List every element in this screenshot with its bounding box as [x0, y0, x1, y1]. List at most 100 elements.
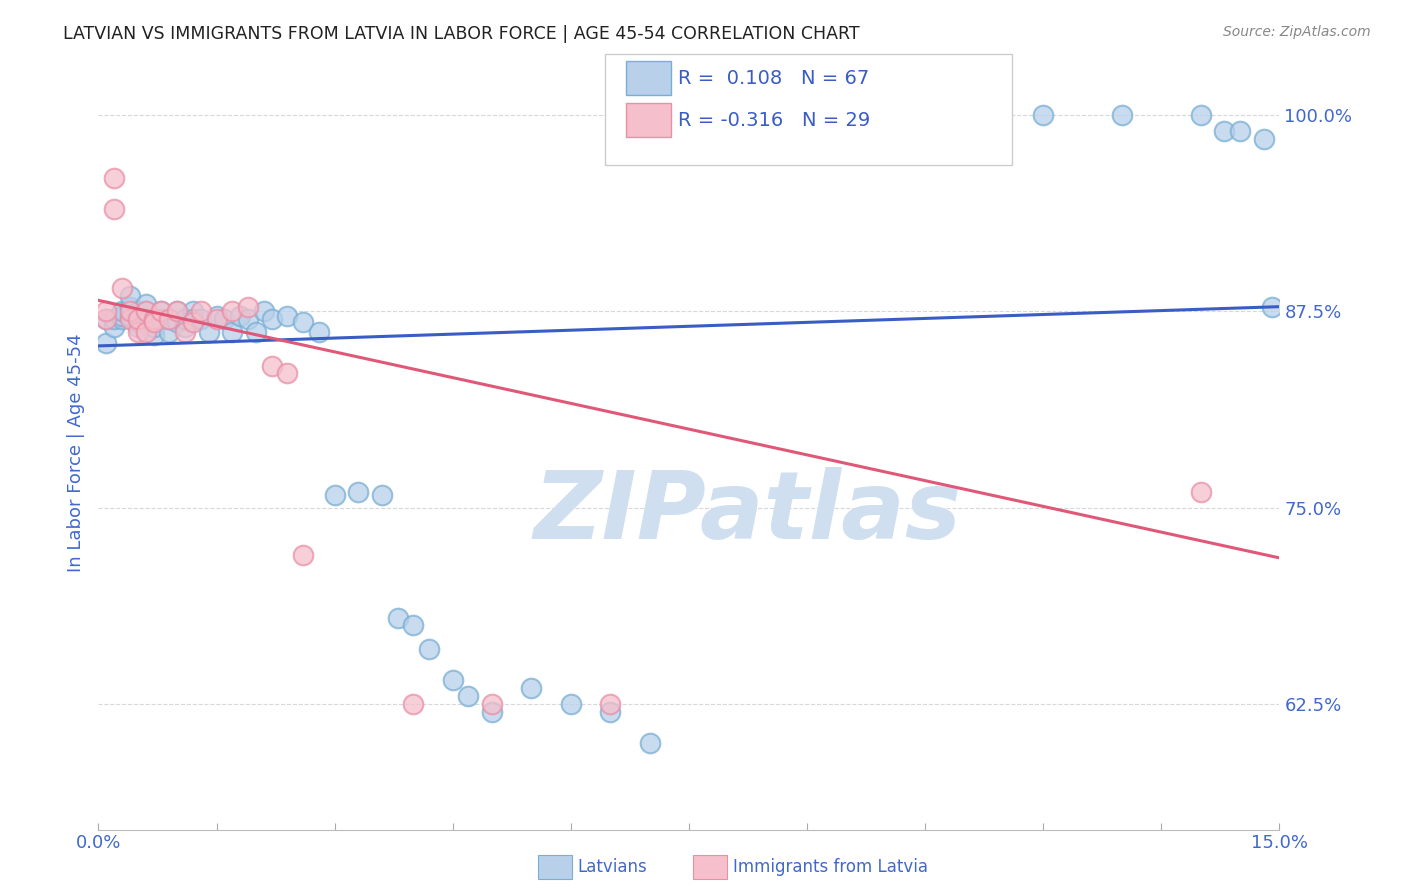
- Point: [142, 315, 165, 329]
- Point: [118, 288, 141, 302]
- Point: [181, 304, 204, 318]
- Point: [150, 304, 173, 318]
- Point: [953, 108, 976, 122]
- Point: [197, 325, 219, 339]
- Point: [236, 300, 259, 314]
- Point: [103, 202, 125, 217]
- Point: [174, 325, 197, 339]
- Text: R = -0.316   N = 29: R = -0.316 N = 29: [678, 111, 870, 130]
- Point: [103, 170, 125, 185]
- Point: [520, 681, 543, 696]
- Point: [260, 312, 283, 326]
- Point: [111, 312, 134, 326]
- Point: [127, 312, 149, 326]
- Point: [1111, 108, 1133, 122]
- Point: [276, 366, 298, 380]
- Text: Latvians: Latvians: [578, 858, 648, 876]
- Point: [1032, 108, 1054, 122]
- Point: [135, 304, 157, 318]
- Point: [245, 325, 267, 339]
- Point: [166, 304, 188, 318]
- Point: [103, 312, 125, 326]
- Point: [103, 320, 125, 334]
- Point: [118, 309, 141, 323]
- Point: [111, 281, 134, 295]
- Point: [1253, 131, 1275, 145]
- Point: [418, 642, 440, 657]
- Point: [441, 673, 464, 688]
- Point: [221, 304, 243, 318]
- Point: [253, 304, 276, 318]
- Point: [135, 304, 157, 318]
- Point: [150, 304, 173, 318]
- Point: [157, 325, 180, 339]
- Point: [481, 697, 503, 711]
- Point: [229, 309, 252, 323]
- Point: [214, 312, 236, 326]
- Text: Source: ZipAtlas.com: Source: ZipAtlas.com: [1223, 25, 1371, 39]
- Point: [118, 300, 141, 314]
- Point: [111, 304, 134, 318]
- Point: [236, 312, 259, 326]
- Point: [260, 359, 283, 374]
- Point: [127, 320, 149, 334]
- Point: [481, 705, 503, 719]
- Point: [221, 325, 243, 339]
- Point: [111, 309, 134, 323]
- Point: [347, 485, 370, 500]
- Point: [1213, 124, 1236, 138]
- Point: [150, 312, 173, 326]
- Y-axis label: In Labor Force | Age 45-54: In Labor Force | Age 45-54: [66, 334, 84, 572]
- Point: [96, 312, 118, 326]
- Point: [135, 296, 157, 310]
- Point: [205, 309, 228, 323]
- Point: [181, 315, 204, 329]
- Point: [387, 610, 409, 624]
- Point: [1229, 124, 1251, 138]
- Point: [135, 325, 157, 339]
- Text: LATVIAN VS IMMIGRANTS FROM LATVIA IN LABOR FORCE | AGE 45-54 CORRELATION CHART: LATVIAN VS IMMIGRANTS FROM LATVIA IN LAB…: [63, 25, 860, 43]
- Point: [142, 312, 165, 326]
- Point: [142, 320, 165, 334]
- Point: [560, 697, 582, 711]
- Point: [174, 312, 197, 326]
- Point: [308, 325, 330, 339]
- Point: [157, 312, 180, 326]
- Point: [205, 312, 228, 326]
- Point: [127, 304, 149, 318]
- Text: Immigrants from Latvia: Immigrants from Latvia: [733, 858, 928, 876]
- Point: [1189, 485, 1212, 500]
- Point: [875, 108, 897, 122]
- Point: [292, 548, 315, 562]
- Point: [142, 327, 165, 342]
- Point: [135, 312, 157, 326]
- Point: [638, 736, 661, 750]
- Point: [96, 335, 118, 350]
- Point: [166, 304, 188, 318]
- Point: [402, 697, 425, 711]
- Point: [190, 312, 212, 326]
- Point: [323, 488, 346, 502]
- Point: [127, 325, 149, 339]
- Point: [599, 697, 621, 711]
- Point: [96, 312, 118, 326]
- Point: [1189, 108, 1212, 122]
- Point: [96, 304, 118, 318]
- Point: [276, 309, 298, 323]
- Point: [174, 320, 197, 334]
- Point: [190, 304, 212, 318]
- Point: [599, 705, 621, 719]
- Point: [157, 312, 180, 326]
- Point: [457, 689, 479, 703]
- Point: [127, 312, 149, 326]
- Point: [142, 312, 165, 326]
- Text: R =  0.108   N = 67: R = 0.108 N = 67: [678, 69, 869, 88]
- Point: [118, 312, 141, 326]
- Point: [127, 315, 149, 329]
- Point: [402, 618, 425, 632]
- Point: [796, 108, 818, 122]
- Point: [1260, 300, 1282, 314]
- Point: [371, 488, 394, 502]
- Point: [166, 315, 188, 329]
- Point: [181, 312, 204, 326]
